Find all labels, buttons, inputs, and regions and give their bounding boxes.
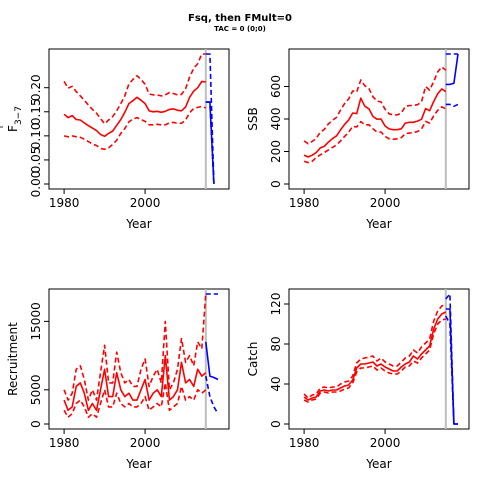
- x-tick-label: 1980: [289, 196, 320, 210]
- y-axis-label: Catch: [246, 342, 260, 377]
- plot-frame: [288, 288, 470, 430]
- y-tick-label: 80: [269, 336, 283, 351]
- y-tick-label: 0.15: [29, 98, 43, 125]
- y-axis-label: Recruitment: [6, 322, 20, 396]
- panel-top-left: 1980 2000 0.000.050.100.150.20 Year F3−7: [0, 48, 230, 231]
- y-tick-label: 600: [269, 75, 283, 98]
- y-tick-label: 400: [269, 108, 283, 131]
- y-tick-label: 0: [29, 420, 43, 428]
- projection-median-line: [205, 341, 219, 381]
- y-axis-label: SSB: [246, 107, 260, 130]
- y-tick-label: 120: [269, 293, 283, 316]
- x-tick-label: 1980: [289, 436, 320, 450]
- panel-grid: 1980 20000.000.050.100.150.20YearF3−71980…: [0, 48, 470, 471]
- series-group: [303, 289, 458, 429]
- y-tick-label: 0.00: [29, 171, 43, 198]
- plot-frame: [48, 288, 230, 430]
- y-tick-label: 200: [269, 140, 283, 163]
- history-lower-bound-line: [303, 318, 446, 403]
- figure-title: Fsq, then FMult=0: [188, 13, 292, 24]
- y-tick-label: 0.20: [29, 74, 43, 101]
- x-tick-label: 2000: [370, 436, 401, 450]
- history-median-line: [63, 80, 206, 138]
- history-upper-bound-line: [303, 66, 447, 145]
- projection-median-line: [445, 53, 459, 86]
- y-axis-label-base: Catch: [246, 342, 260, 377]
- x-tick-label: 1980: [49, 196, 80, 210]
- projection-lower-bound-line: [205, 375, 219, 415]
- history-upper-bound-line: [63, 293, 207, 401]
- y-tick-label: 40: [269, 376, 283, 391]
- y-tick-label: 15000: [29, 302, 43, 340]
- x-tick-label: 2000: [130, 196, 161, 210]
- y-axis-label-base: F: [6, 125, 20, 132]
- projection-median-line: [205, 101, 215, 185]
- panel-bottom-right: 1980 2000 0 40 80 120 Year Catch: [246, 288, 470, 471]
- plot-frame: [48, 48, 230, 190]
- history-median-line: [63, 354, 207, 412]
- projection-median-line: [445, 308, 458, 425]
- y-tick-label: 0: [269, 180, 283, 188]
- history-median-line: [303, 88, 447, 158]
- x-tick-label: 1980: [49, 436, 80, 450]
- history-median-line: [303, 311, 447, 401]
- series-group: [303, 49, 459, 189]
- y-axis-label-base: Recruitment: [6, 322, 20, 396]
- x-axis-label: Year: [365, 217, 391, 231]
- y-tick-label: 0.05: [29, 147, 43, 174]
- series-group: [63, 49, 215, 189]
- projection-lower-bound-line: [445, 103, 459, 108]
- history-lower-bound-line: [63, 382, 207, 419]
- x-tick-label: 2000: [130, 436, 161, 450]
- x-axis-label: Year: [125, 457, 151, 471]
- panel-top-right: 1980 2000 0 200 400 600 Year SSB: [246, 48, 470, 231]
- x-tick-label: 2000: [370, 196, 401, 210]
- history-lower-bound-line: [63, 105, 207, 151]
- history-upper-bound-line: [63, 53, 206, 125]
- y-axis-label-subscript: 3−7: [14, 106, 24, 125]
- y-tick-label: 0: [269, 420, 283, 428]
- y-axis-label: F3−7: [6, 106, 24, 132]
- y-tick-label: 0.10: [29, 122, 43, 149]
- y-axis-label-base: SSB: [246, 107, 260, 130]
- x-axis-label: Year: [365, 457, 391, 471]
- figure-subtitle: TAC = 0 (0;0): [214, 25, 266, 33]
- y-tick-label: 5000: [29, 375, 43, 406]
- panel-bottom-left: 1980 2000 0 5000 15000 Year Recruitment: [6, 288, 230, 471]
- x-axis-label: Year: [125, 217, 151, 231]
- series-group: [63, 289, 219, 429]
- history-lower-bound-line: [303, 106, 447, 164]
